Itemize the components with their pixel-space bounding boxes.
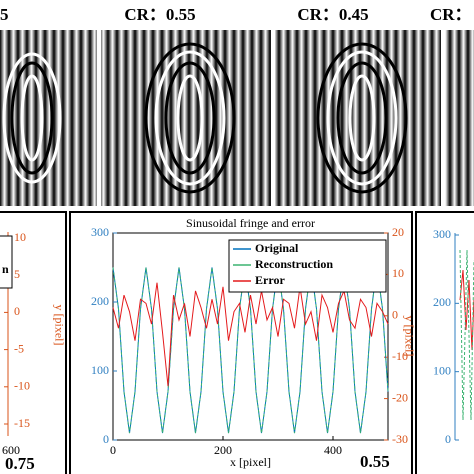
y2-tick-label: -10	[392, 349, 408, 363]
y-tick-label: 200	[433, 295, 451, 309]
top-label: CR：	[430, 5, 472, 24]
y2-tick-label: -30	[392, 432, 408, 446]
y2-tick-label: -10	[14, 379, 30, 393]
panel-frames	[0, 211, 474, 474]
partial-curve	[459, 249, 474, 421]
legend-fragment: n	[2, 262, 9, 276]
y-tick-label: 0	[103, 432, 109, 446]
y2-tick-label: 5	[14, 267, 20, 281]
x-tick-label: 400	[324, 443, 342, 457]
y2-tick-label: -5	[14, 341, 24, 355]
y2-tick-label: 10	[392, 266, 404, 280]
y2-axis-label: y [pixel]	[52, 305, 66, 346]
legend-box	[228, 239, 387, 293]
y-tick-label: 300	[433, 227, 451, 241]
legend-label: Reconstruction	[255, 257, 333, 271]
y2-tick-label: 0	[14, 304, 20, 318]
y2-tick-label: -20	[392, 390, 408, 404]
y2-tick-label: 20	[392, 225, 404, 239]
y-tick-label: 100	[433, 363, 451, 377]
y2-tick-label: 10	[14, 230, 26, 244]
cr-label: 0.55	[360, 452, 390, 471]
x-tick-label: 600	[2, 443, 20, 457]
top-label: 5	[0, 5, 9, 24]
cr-label: 0.75	[5, 454, 35, 473]
legend-label: Original	[255, 241, 299, 255]
y-tick-label: 200	[91, 294, 109, 308]
series-line	[112, 282, 389, 387]
y2-axis-label: y [pixel]	[402, 316, 416, 357]
fringe-images	[0, 30, 474, 206]
top-label: CR：0.45	[297, 5, 368, 24]
x-tick-label: 200	[214, 443, 232, 457]
x-axis-label: x [pixel]	[230, 455, 271, 469]
legend-fragment-box	[0, 235, 13, 289]
chart-title: Sinusoidal fringe and error	[186, 216, 315, 230]
y-tick-label: 100	[91, 363, 109, 377]
y2-tick-label: 0	[392, 308, 398, 322]
partial-curve	[459, 269, 474, 351]
y2-tick-label: -15	[14, 416, 30, 430]
top-label: CR：0.55	[124, 5, 195, 24]
y-tick-label: 0	[445, 432, 451, 446]
y-tick-label: 300	[91, 225, 109, 239]
x-tick-label: 0	[110, 443, 116, 457]
legend-label: Error	[255, 273, 285, 287]
